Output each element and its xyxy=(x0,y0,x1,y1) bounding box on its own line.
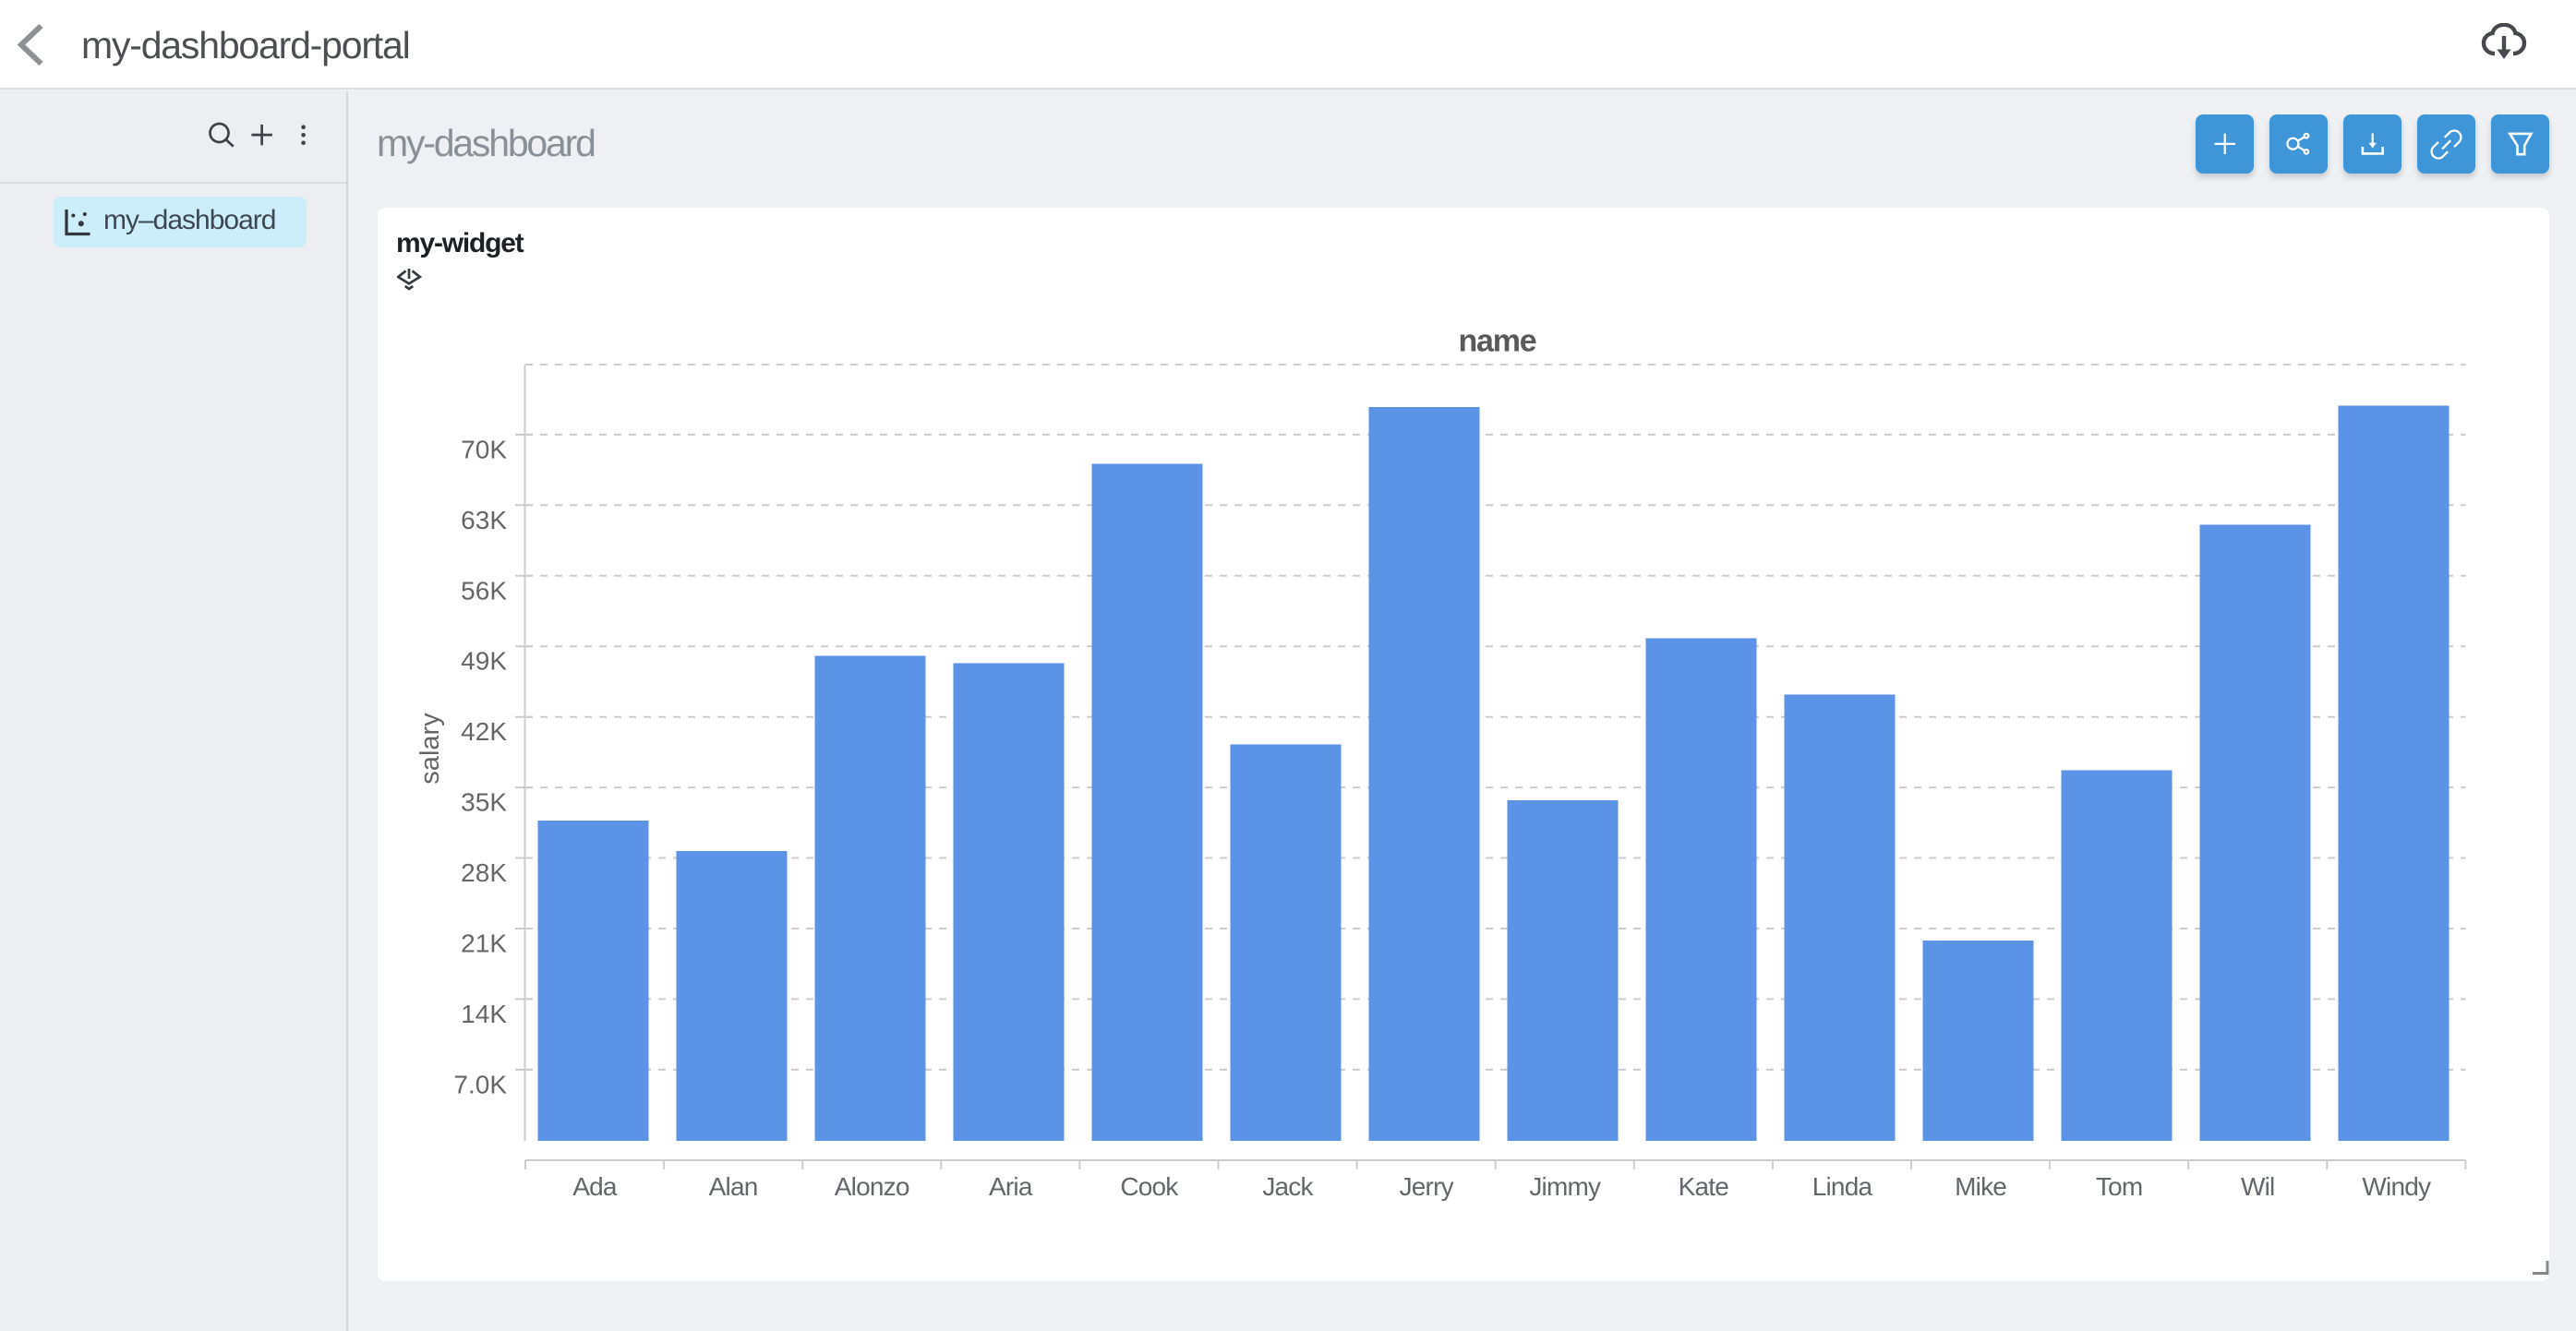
svg-text:Aria: Aria xyxy=(989,1172,1033,1201)
svg-text:Tom: Tom xyxy=(2096,1172,2143,1201)
svg-text:Jimmy: Jimmy xyxy=(1529,1172,1601,1201)
svg-text:salary: salary xyxy=(415,713,445,785)
svg-text:Jerry: Jerry xyxy=(1400,1172,1454,1201)
svg-text:21K: 21K xyxy=(461,929,507,958)
svg-text:Alonzo: Alonzo xyxy=(835,1172,909,1201)
svg-text:Alan: Alan xyxy=(709,1172,758,1201)
svg-text:Wil: Wil xyxy=(2241,1172,2274,1201)
svg-text:Linda: Linda xyxy=(1812,1172,1873,1201)
svg-text:56K: 56K xyxy=(461,576,507,605)
svg-text:Cook: Cook xyxy=(1120,1172,1179,1201)
svg-text:Mike: Mike xyxy=(1955,1172,2006,1201)
svg-text:Ada: Ada xyxy=(572,1172,618,1201)
svg-text:7.0K: 7.0K xyxy=(453,1070,507,1098)
svg-text:Windy: Windy xyxy=(2362,1172,2431,1201)
svg-text:name: name xyxy=(1458,324,1535,359)
svg-text:Jack: Jack xyxy=(1262,1172,1314,1201)
svg-text:14K: 14K xyxy=(461,1000,507,1028)
svg-text:28K: 28K xyxy=(461,858,507,887)
svg-text:35K: 35K xyxy=(461,788,507,817)
svg-text:49K: 49K xyxy=(461,647,507,676)
svg-text:Kate: Kate xyxy=(1679,1172,1729,1201)
svg-text:63K: 63K xyxy=(461,506,507,534)
svg-text:42K: 42K xyxy=(461,717,507,746)
svg-text:70K: 70K xyxy=(461,435,507,463)
